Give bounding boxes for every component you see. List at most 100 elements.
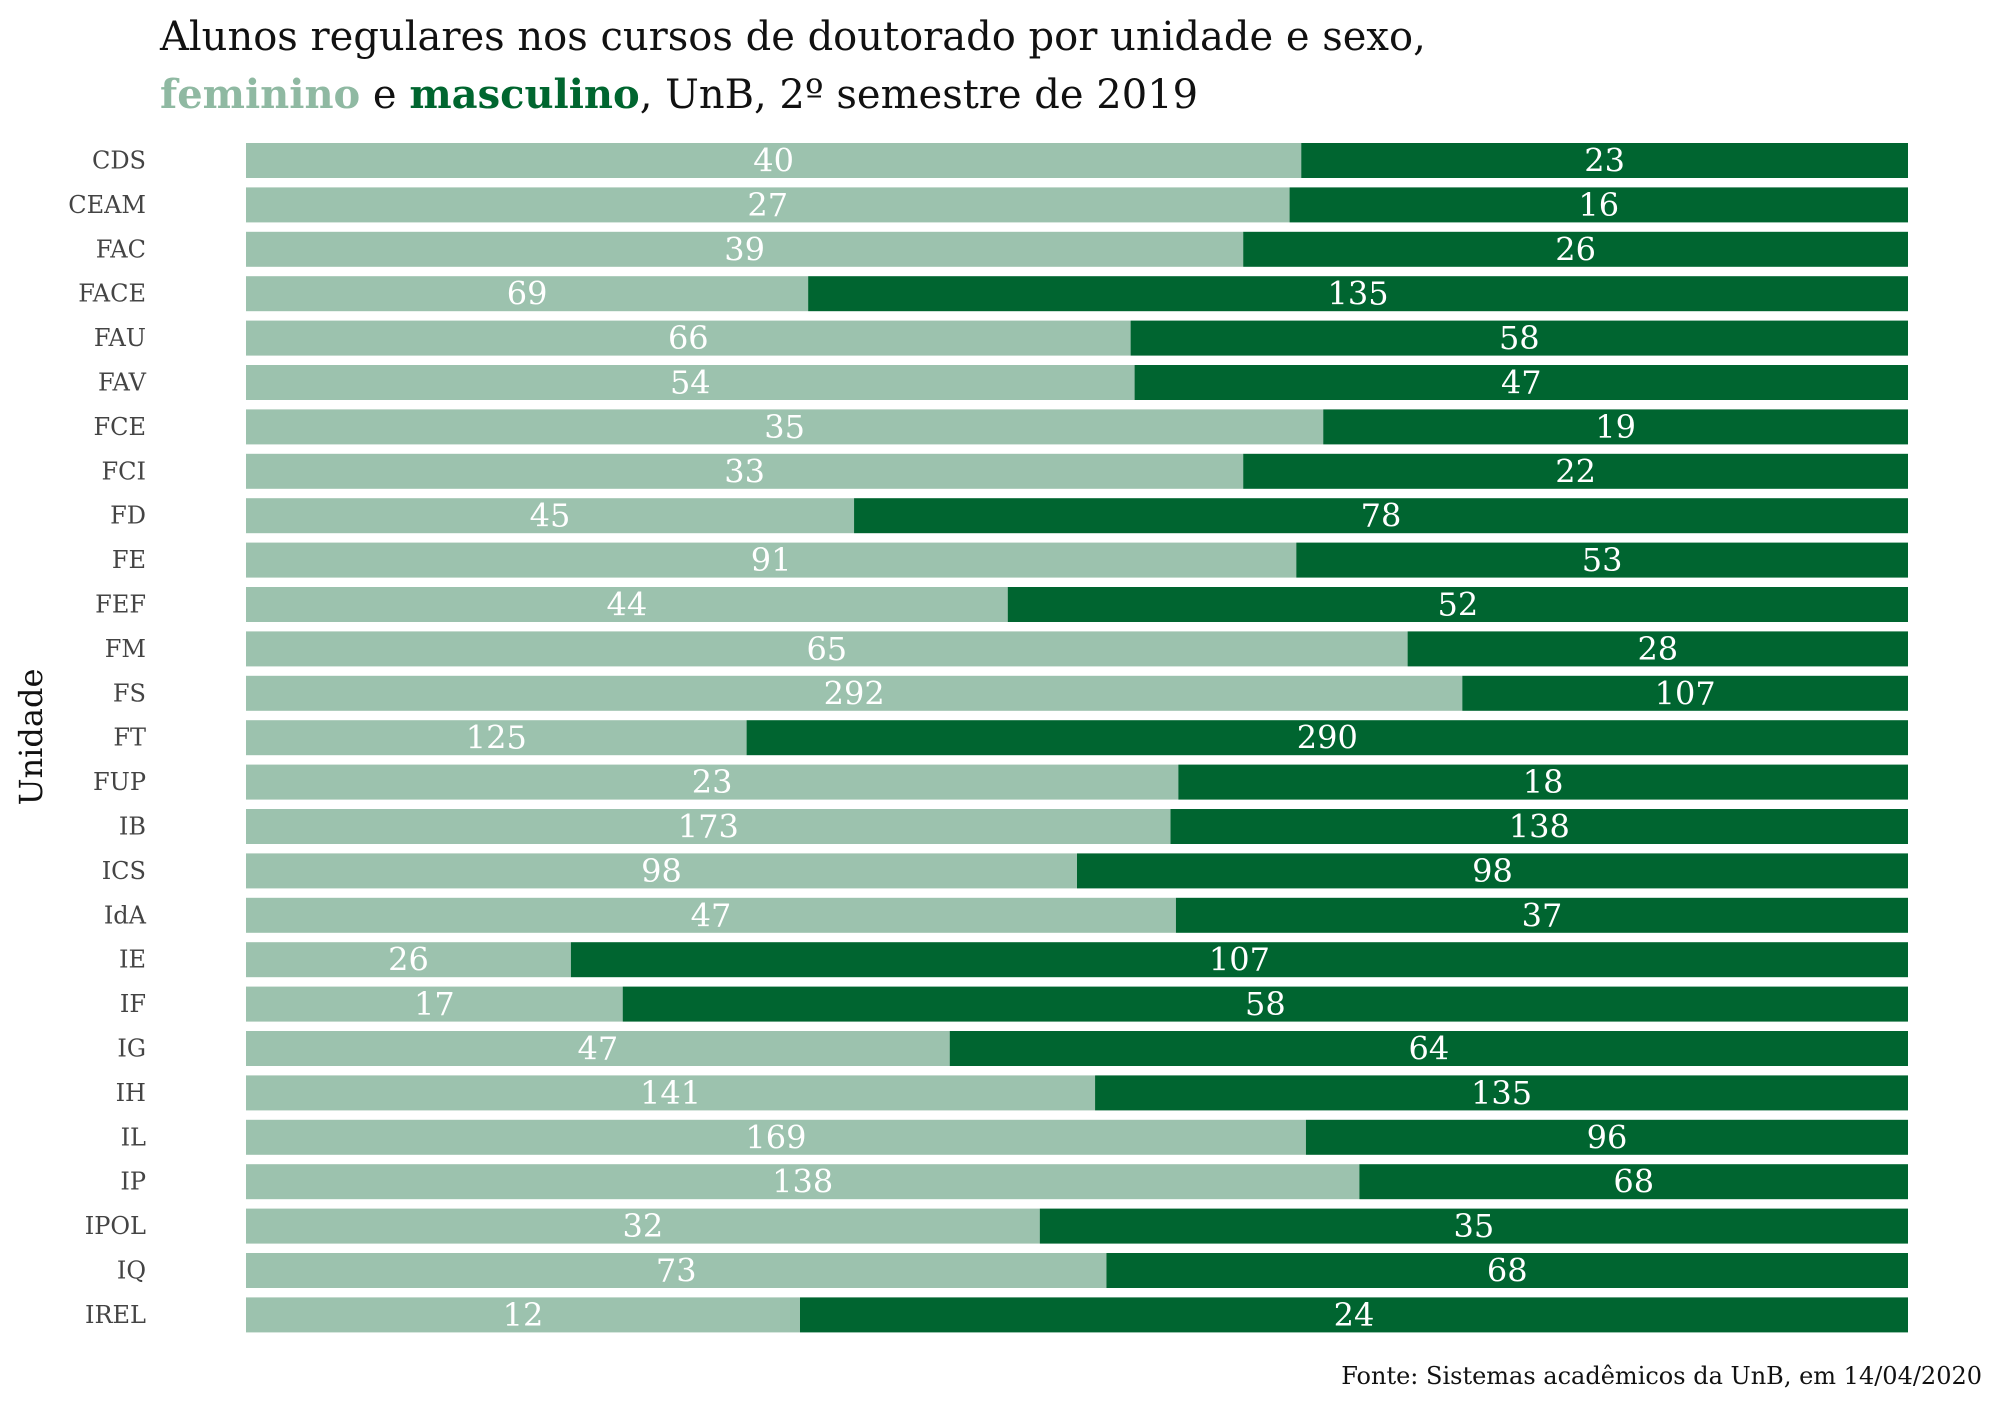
data-label-feminino-ics: 98 [641,852,682,890]
data-label-masculino-ft: 290 [1297,719,1358,757]
data-label-masculino-ceam: 16 [1578,186,1619,224]
data-label-feminino-if: 17 [414,985,455,1023]
bar-masculino-irel [800,1297,1908,1333]
data-label-masculino-fe: 53 [1582,541,1623,579]
bar-masculino-fac [1243,231,1908,267]
data-label-feminino-fup: 23 [692,763,733,801]
data-label-masculino-ics: 98 [1472,852,1513,890]
y-tick-label-face: FACE [78,280,146,308]
bar-feminino-cds [246,143,1302,178]
y-tick-label-fau: FAU [94,324,146,352]
title-masculino-label: masculino [409,71,640,118]
title-line-1: Alunos regulares nos cursos de doutorado… [160,14,1426,60]
data-label-masculino-ip: 68 [1613,1163,1654,1201]
data-label-masculino-ida: 37 [1522,896,1563,934]
data-label-feminino-ib: 173 [678,808,739,846]
data-label-masculino-ih: 135 [1471,1074,1532,1112]
bar-masculino-fci [1243,453,1908,489]
bar-feminino-ib [246,809,1171,844]
bar-masculino-il [1305,1119,1908,1155]
bar-feminino-fup [246,764,1179,800]
bar-feminino-fs [246,675,1463,711]
bar-masculino-ib [1170,809,1908,844]
data-label-masculino-fup: 18 [1523,763,1564,801]
data-label-feminino-ida: 47 [691,896,732,934]
data-label-feminino-fav: 54 [670,364,711,402]
y-tick-label-il: IL [121,1123,146,1151]
data-label-feminino-ft: 125 [466,719,527,757]
bar-masculino-cds [1301,143,1908,178]
bar-feminino-ft [246,720,747,756]
bar-masculino-fd [854,498,1908,534]
data-label-masculino-fef: 52 [1438,586,1479,624]
y-tick-label-fe: FE [112,546,146,574]
bar-feminino-if [246,986,623,1022]
bar-masculino-iq [1106,1253,1908,1288]
bar-feminino-fav [246,365,1135,400]
data-label-feminino-iq: 73 [656,1252,697,1290]
title-feminino-label: feminino [160,71,361,118]
y-tick-label-if: IF [120,990,146,1018]
data-label-masculino-fce: 19 [1595,408,1636,446]
data-label-masculino-ib: 138 [1509,808,1570,846]
bar-masculino-fav [1134,365,1908,400]
y-tick-label-fd: FD [110,502,146,530]
data-label-masculino-fci: 22 [1555,452,1596,490]
bar-feminino-ida [246,897,1176,933]
bar-feminino-fau [246,320,1131,356]
bar-feminino-ceam [246,187,1290,223]
y-tick-label-ida: IdA [104,901,147,929]
bar-masculino-ics [1077,853,1908,889]
bar-feminino-ipol [246,1208,1040,1244]
data-label-feminino-fm: 65 [806,630,847,668]
y-tick-label-fav: FAV [98,369,147,397]
data-label-masculino-fau: 58 [1499,319,1540,357]
data-label-feminino-face: 69 [507,275,548,313]
bar-feminino-ig [246,1031,950,1066]
y-tick-label-ib: IB [119,813,146,841]
bar-feminino-ie [246,942,571,978]
bar-masculino-fef [1007,587,1908,622]
data-label-masculino-fs: 107 [1655,674,1716,712]
bar-masculino-fe [1296,542,1908,578]
bar-feminino-face [246,276,809,312]
bar-feminino-il [246,1119,1306,1155]
data-label-masculino-iq: 68 [1487,1252,1528,1290]
data-label-masculino-ipol: 35 [1454,1207,1495,1245]
y-tick-labels: CDS CEAM FAC FACE FAU FAV FCE FCI FD FE FEF FM FS FT F… [68,147,146,1329]
y-tick-label-irel: IREL [85,1301,146,1329]
y-tick-label-ie: IE [119,946,146,974]
bar-feminino-fef [246,587,1008,622]
data-label-feminino-fs: 292 [824,674,885,712]
bar-masculino-ft [746,720,1908,756]
bar-feminino-ih [246,1075,1096,1111]
y-tick-label-iq: IQ [117,1257,146,1285]
data-label-feminino-ceam: 27 [747,186,788,224]
data-label-feminino-fd: 45 [530,497,571,535]
bar-masculino-ig [949,1031,1908,1066]
data-label-masculino-if: 58 [1245,985,1286,1023]
chart-title: Alunos regulares nos cursos de doutorado… [160,8,1426,124]
y-axis-label: Unidade [12,669,50,806]
y-tick-label-ceam: CEAM [68,191,146,219]
bars-group: 40 23 27 16 39 26 69 135 66 58 54 47 35 19 33 22 45 78 91 5… [246,142,1909,1334]
y-tick-label-fup: FUP [93,768,146,796]
y-tick-label-ih: IH [116,1079,146,1107]
bar-masculino-fs [1462,675,1908,711]
data-label-masculino-ie: 107 [1209,941,1270,979]
data-label-masculino-fd: 78 [1361,497,1402,535]
y-tick-label-fce: FCE [93,413,146,441]
bar-masculino-ipol [1039,1208,1908,1244]
bar-masculino-fce [1323,409,1908,445]
data-label-masculino-il: 96 [1587,1118,1628,1156]
bar-feminino-fe [246,542,1297,578]
bar-feminino-iq [246,1253,1107,1288]
title-suffix: , UnB, 2º semestre de 2019 [639,72,1199,118]
y-tick-label-ipol: IPOL [85,1212,146,1240]
data-label-feminino-irel: 12 [503,1296,544,1334]
bar-masculino-ida [1175,897,1908,933]
y-tick-label-ics: ICS [102,857,146,885]
y-tick-label-fs: FS [113,679,146,707]
data-label-feminino-ip: 138 [772,1163,833,1201]
